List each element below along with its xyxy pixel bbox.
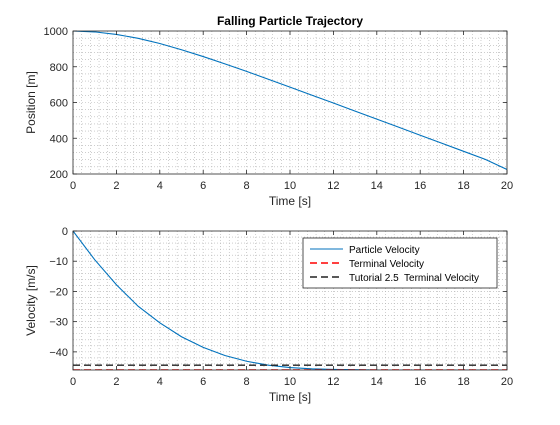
x-tick-label: 10 <box>284 180 296 192</box>
x-tick-label: 8 <box>244 376 250 388</box>
x-tick-label: 2 <box>113 376 119 388</box>
x-tick-label: 14 <box>371 180 383 192</box>
y-tick-label: 0 <box>62 226 68 238</box>
x-tick-label: 10 <box>284 376 296 388</box>
chart-title: Falling Particle Trajectory <box>217 14 363 28</box>
x-tick-label: 6 <box>200 180 206 192</box>
x-tick-label: 12 <box>327 180 339 192</box>
x-tick-label: 20 <box>501 376 513 388</box>
legend-label-3: Tutorial 2.5 Terminal Velocity <box>349 273 479 284</box>
legend: Particle Velocity Terminal Velocity Tutori… <box>302 237 498 289</box>
x-tick-label: 18 <box>457 180 469 192</box>
y-tick-label: −30 <box>49 317 68 329</box>
x-tick-label: 0 <box>70 376 76 388</box>
y-tick-label: 800 <box>50 62 68 74</box>
x-tick-label: 14 <box>371 376 383 388</box>
series-line-1 <box>73 31 507 171</box>
x-tick-label: 16 <box>414 180 426 192</box>
y-axis-label: Velocity [m/s] <box>24 265 38 336</box>
x-axis-label: Time [s] <box>269 390 311 404</box>
x-tick-label: 16 <box>414 376 426 388</box>
axes-1: 0 2 4 6 8 10 12 14 16 18 20 200 400 600 800 1000 Time [s… <box>24 14 513 208</box>
x-tick-label: 2 <box>113 180 119 192</box>
y-tick-label: 200 <box>50 169 68 181</box>
x-tick-label: 20 <box>501 180 513 192</box>
y-tick-label: −10 <box>49 256 68 268</box>
y-axis-label: Position [m] <box>24 71 38 134</box>
legend-label-2: Terminal Velocity <box>349 259 424 270</box>
legend-label-1: Particle Velocity <box>349 245 420 256</box>
x-axis-label: Time [s] <box>269 194 311 208</box>
axes-2: 0 2 4 6 8 10 12 14 16 18 20 −40 −30 −20 −10 0 Time [s] Ve… <box>24 226 513 404</box>
x-tick-label: 6 <box>200 376 206 388</box>
x-tick-label: 8 <box>244 180 250 192</box>
x-tick-label: 12 <box>327 376 339 388</box>
x-tick-label: 18 <box>457 376 469 388</box>
minor-grid <box>73 231 507 370</box>
y-tick-label: 600 <box>50 98 68 110</box>
y-tick-label: −20 <box>49 286 68 298</box>
y-tick-label: 400 <box>50 133 68 145</box>
minor-grid <box>73 31 507 174</box>
x-tick-label: 4 <box>157 376 163 388</box>
y-tick-label: 1000 <box>44 26 68 38</box>
series-group <box>73 31 507 171</box>
x-tick-label: 4 <box>157 180 163 192</box>
y-tick-label: −40 <box>49 347 68 359</box>
x-tick-label: 0 <box>70 180 76 192</box>
